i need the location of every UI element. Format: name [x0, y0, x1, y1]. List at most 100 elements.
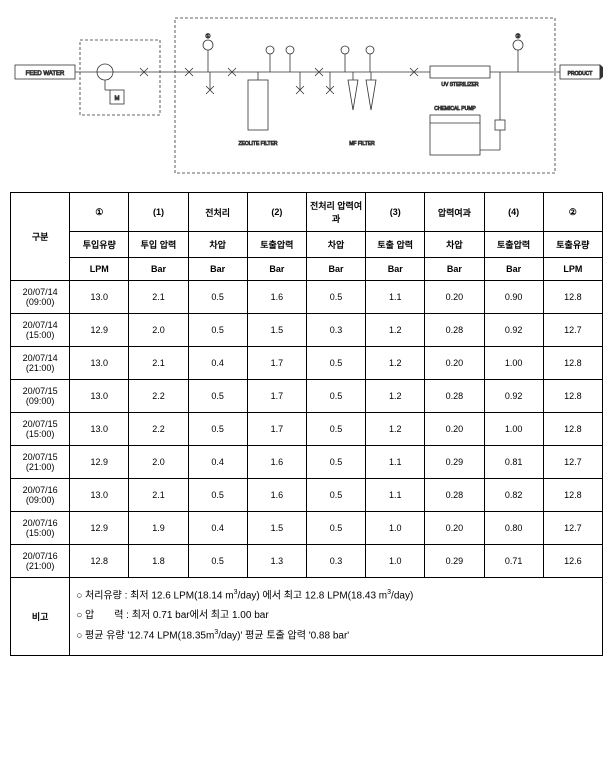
cell: 13.0: [70, 413, 129, 446]
mf-label: MF FILTER: [349, 141, 375, 147]
cell: 12.7: [543, 446, 602, 479]
cell: 12.9: [70, 446, 129, 479]
feed-water-label: FEED WATER: [26, 71, 65, 77]
cell: 0.29: [425, 446, 484, 479]
cell: 0.3: [306, 314, 365, 347]
cell: 0.5: [306, 512, 365, 545]
cell: 0.4: [188, 347, 247, 380]
cell: 1.2: [366, 413, 425, 446]
cell: 12.8: [543, 281, 602, 314]
cell: 12.9: [70, 512, 129, 545]
cell: 0.3: [306, 545, 365, 578]
table-row: 20/07/15 (09:00)13.02.20.51.70.51.20.280…: [11, 380, 603, 413]
row-time: 20/07/14 (09:00): [11, 281, 70, 314]
cell: 1.1: [366, 281, 425, 314]
bigo-notes: ○ 처리유량 : 최저 12.6 LPM(18.14 m3/day) 에서 최고…: [70, 578, 603, 656]
cell: 0.5: [188, 281, 247, 314]
cell: 1.7: [247, 380, 306, 413]
h-c6: (3): [366, 193, 425, 232]
row-time: 20/07/16 (15:00): [11, 512, 70, 545]
cell: 1.2: [366, 380, 425, 413]
cell: 12.9: [70, 314, 129, 347]
cell: 0.80: [484, 512, 543, 545]
h-c9: ②: [543, 193, 602, 232]
table-row: 20/07/14 (09:00)13.02.10.51.60.51.10.200…: [11, 281, 603, 314]
cell: 12.8: [543, 380, 602, 413]
cell: 12.7: [543, 314, 602, 347]
cell: 0.71: [484, 545, 543, 578]
cell: 12.7: [543, 512, 602, 545]
cell: 0.4: [188, 512, 247, 545]
cell: 1.3: [247, 545, 306, 578]
chem-pump-label: CHEMICAL PUMP: [434, 106, 476, 112]
h-c7: 압력여과: [425, 193, 484, 232]
cell: 0.90: [484, 281, 543, 314]
cell: 12.8: [543, 347, 602, 380]
cell: 2.2: [129, 413, 188, 446]
data-table: 구분 ① (1) 전처리 (2) 전처리 압력여과 (3) 압력여과 (4) ②…: [10, 192, 603, 656]
table-row: 20/07/16 (15:00)12.91.90.41.50.51.00.200…: [11, 512, 603, 545]
cell: 1.2: [366, 314, 425, 347]
svg-text:②: ②: [515, 33, 520, 40]
table-row: 20/07/15 (21:00)12.92.00.41.60.51.10.290…: [11, 446, 603, 479]
h-c5: 전처리 압력여과: [306, 193, 365, 232]
cell: 2.0: [129, 446, 188, 479]
cell: 0.5: [306, 347, 365, 380]
cell: 1.6: [247, 446, 306, 479]
header-row-3: LPM Bar Bar Bar Bar Bar Bar Bar LPM: [11, 258, 603, 281]
cell: 2.0: [129, 314, 188, 347]
cell: 13.0: [70, 380, 129, 413]
cell: 0.5: [306, 380, 365, 413]
bigo-label: 비고: [11, 578, 70, 656]
table-row: 20/07/16 (09:00)13.02.10.51.60.51.10.280…: [11, 479, 603, 512]
cell: 12.8: [543, 413, 602, 446]
cell: 0.5: [306, 446, 365, 479]
h-c8: (4): [484, 193, 543, 232]
zeolite-label: ZEOLITE FILTER: [238, 141, 277, 147]
table-row: 20/07/16 (21:00)12.81.80.51.30.31.00.290…: [11, 545, 603, 578]
cell: 0.20: [425, 347, 484, 380]
cell: 1.9: [129, 512, 188, 545]
cell: 0.4: [188, 446, 247, 479]
bigo-row: 비고 ○ 처리유량 : 최저 12.6 LPM(18.14 m3/day) 에서…: [11, 578, 603, 656]
cell: 1.0: [366, 512, 425, 545]
product-label: PRODUCT: [568, 71, 593, 77]
cell: 0.5: [188, 413, 247, 446]
cell: 0.5: [188, 314, 247, 347]
cell: 0.5: [188, 479, 247, 512]
cell: 13.0: [70, 347, 129, 380]
cell: 1.6: [247, 281, 306, 314]
cell: 1.0: [366, 545, 425, 578]
cell: 13.0: [70, 479, 129, 512]
cell: 1.00: [484, 413, 543, 446]
cell: 0.29: [425, 545, 484, 578]
row-time: 20/07/15 (15:00): [11, 413, 70, 446]
cell: 1.6: [247, 479, 306, 512]
cell: 12.8: [543, 479, 602, 512]
cell: 2.1: [129, 479, 188, 512]
cell: 2.2: [129, 380, 188, 413]
cell: 0.5: [188, 380, 247, 413]
row-time: 20/07/14 (21:00): [11, 347, 70, 380]
uv-label: UV STERILIZER: [441, 82, 479, 88]
cell: 13.0: [70, 281, 129, 314]
cell: 0.92: [484, 314, 543, 347]
cell: 0.5: [306, 281, 365, 314]
header-row-2: 투입유량 투입 압력 차압 토출압력 차압 토출 압력 차압 토출압력 토출유량: [11, 232, 603, 258]
cell: 1.1: [366, 479, 425, 512]
row-time: 20/07/16 (21:00): [11, 545, 70, 578]
row-time: 20/07/15 (09:00): [11, 380, 70, 413]
cell: 1.8: [129, 545, 188, 578]
cell: 0.5: [306, 479, 365, 512]
cell: 1.1: [366, 446, 425, 479]
svg-text:①: ①: [205, 33, 210, 40]
cell: 1.7: [247, 413, 306, 446]
cell: 0.92: [484, 380, 543, 413]
table-row: 20/07/14 (21:00)13.02.10.41.70.51.20.201…: [11, 347, 603, 380]
cell: 0.5: [306, 413, 365, 446]
cell: 1.5: [247, 512, 306, 545]
cell: 1.2: [366, 347, 425, 380]
cell: 1.7: [247, 347, 306, 380]
process-diagram: FEED WATER PRODUCT M ① ② ZEOLI: [10, 10, 603, 180]
cell: 0.20: [425, 512, 484, 545]
